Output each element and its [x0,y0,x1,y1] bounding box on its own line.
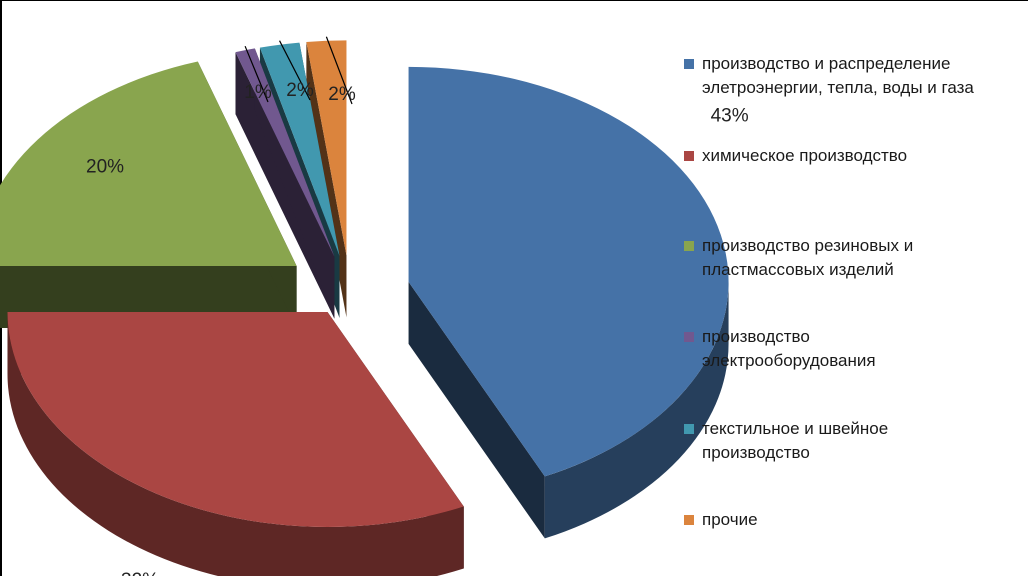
data-label: 1% [244,82,272,103]
legend-item: текстильное и швейное производство [684,417,1024,465]
legend-swatch [684,59,694,69]
legend-label: химическое производство [702,146,908,165]
legend-label: текстильное и швейное производство [702,419,889,462]
legend-swatch [684,332,694,342]
legend-label: производство резиновых и пластмассовых и… [702,236,914,279]
legend-item: производство резиновых и пластмассовых и… [684,234,1024,282]
leader-line [244,45,269,103]
legend-swatch [684,241,694,251]
data-label: 2% [328,84,356,105]
data-label: 43% [711,106,749,127]
legend-label: производство электрооборудования [702,327,876,370]
legend-item: производство электрооборудования [684,325,1024,373]
legend-item: производство и распределение элетроэнерг… [684,52,1024,100]
legend-swatch [684,151,694,161]
data-label: 32% [121,570,159,576]
pie-slice-side [408,281,729,539]
pie-slice [259,42,340,256]
legend-swatch [684,424,694,434]
pie-slice [0,61,297,266]
legend-swatch [684,515,694,525]
pie-slice [235,48,335,257]
legend-label: прочие [702,510,758,529]
leader-line [325,36,353,105]
pie-slice [7,311,464,527]
data-label: 20% [86,156,124,177]
legend-item: прочие [684,508,1024,532]
legend-label: производство и распределение элетроэнерг… [702,54,974,97]
leader-line [279,40,311,101]
data-label: 2% [286,80,314,101]
pie-slice [408,66,729,477]
pie-slice [306,40,347,256]
legend-item: химическое производство [684,144,1024,168]
